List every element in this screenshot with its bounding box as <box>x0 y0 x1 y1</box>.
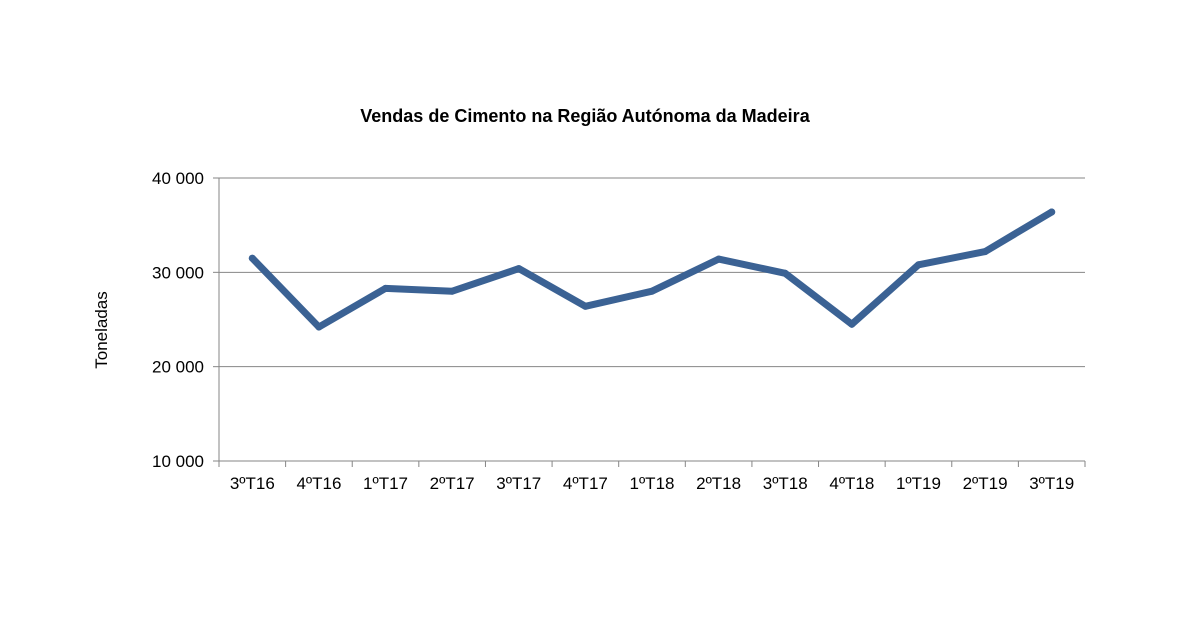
x-tick-label: 3ºT19 <box>1029 474 1074 493</box>
data-point <box>915 261 922 269</box>
data-point <box>581 302 589 310</box>
y-tick-label: 30 000 <box>152 263 204 282</box>
gridlines <box>219 177 1085 368</box>
y-tick-labels: 10 000 20 000 30 000 40 000 <box>152 169 204 471</box>
x-tick-label: 1ºT17 <box>363 474 408 493</box>
data-point <box>848 320 856 328</box>
y-tick-label: 40 000 <box>152 169 204 188</box>
x-tick-label: 2ºT19 <box>963 474 1008 493</box>
x-tick-label: 2ºT18 <box>696 474 741 493</box>
x-tick-label: 4ºT16 <box>296 474 341 493</box>
data-point <box>1048 208 1056 216</box>
x-tick-label: 4ºT18 <box>829 474 874 493</box>
y-tick-label: 20 000 <box>152 358 204 377</box>
y-tick-label: 10 000 <box>152 452 204 471</box>
x-tick-label: 3ºT17 <box>496 474 541 493</box>
data-point <box>448 287 456 295</box>
data-point <box>648 287 656 295</box>
x-tick-labels: 3ºT16 4ºT16 1ºT17 2ºT17 3ºT17 4ºT17 1ºT18 2ºT18… <box>230 474 1074 493</box>
x-tick-label: 1ºT18 <box>630 474 675 493</box>
series-line <box>248 208 1056 331</box>
data-point <box>781 269 789 277</box>
x-tick-label: 3ºT18 <box>763 474 808 493</box>
x-tick-label: 2ºT17 <box>430 474 475 493</box>
x-tick-label: 1ºT19 <box>896 474 941 493</box>
data-point <box>248 254 256 262</box>
x-tick-label: 4ºT17 <box>563 474 608 493</box>
data-point <box>315 323 323 331</box>
axes <box>213 177 1086 467</box>
data-point <box>981 248 989 256</box>
data-point <box>715 255 723 263</box>
chart-title: Vendas de Cimento na Região Autónoma da … <box>360 106 810 126</box>
data-point <box>515 265 523 273</box>
data-point <box>382 284 389 292</box>
y-axis-label: Toneladas <box>92 291 111 369</box>
series-group <box>248 208 1056 331</box>
x-tick-label: 3ºT16 <box>230 474 275 493</box>
